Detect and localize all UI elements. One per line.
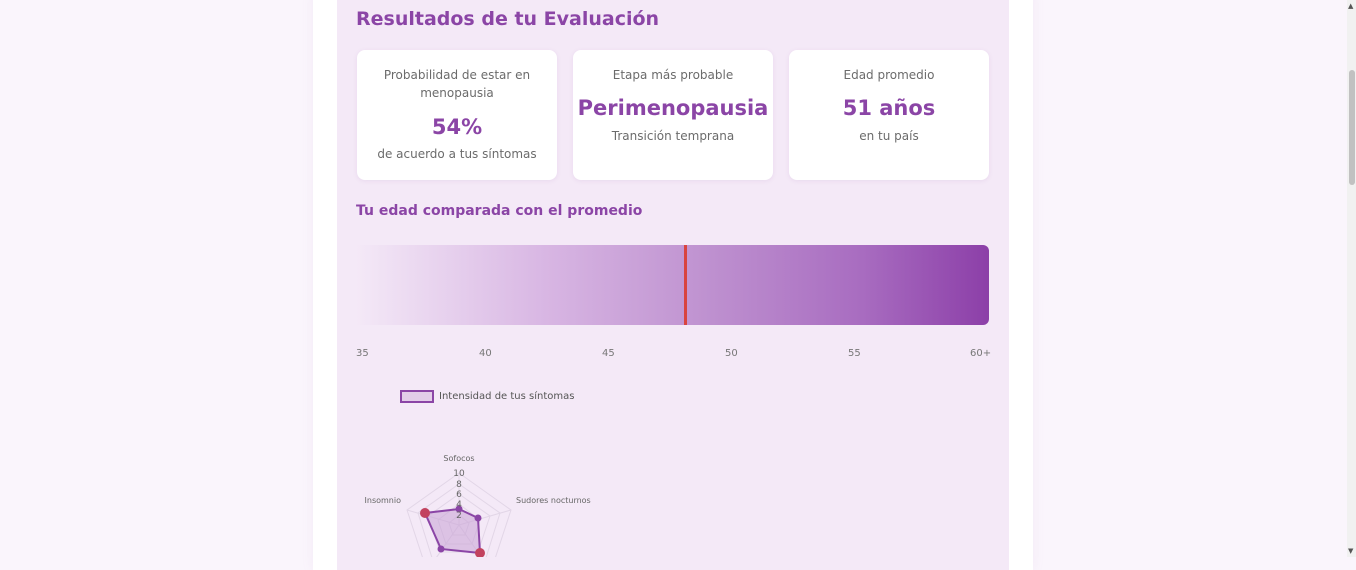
- scale-label-6: 6: [456, 490, 462, 500]
- scale-label-4: 4: [456, 500, 462, 510]
- point-sofocos[interactable]: [455, 505, 463, 513]
- legend-label: Intensidad de tus síntomas: [439, 391, 575, 402]
- scroll-up-arrow-icon[interactable]: ▲: [1348, 2, 1354, 10]
- point-insomnio[interactable]: [420, 508, 430, 518]
- axis-label-insomnio: Insomnio: [365, 496, 402, 505]
- stage-sub: Transición temprana: [611, 129, 735, 143]
- stage-card: Etapa más probable Perimenopausia Transi…: [573, 50, 773, 180]
- age-comparison-bar: [356, 245, 989, 325]
- probability-sub: de acuerdo a tus síntomas: [377, 147, 537, 161]
- age-tick-50: 50: [725, 348, 738, 359]
- scroll-down-arrow-icon[interactable]: ▼: [1348, 547, 1354, 555]
- age-comparison-title: Tu edad comparada con el promedio: [356, 203, 643, 219]
- age-tick-45: 45: [602, 348, 615, 359]
- age-tick-40: 40: [479, 348, 492, 359]
- age-tick-35: 35: [356, 348, 369, 359]
- legend-swatch: [400, 390, 434, 403]
- axis-label-sudores-nocturnos: Sudores nocturnos: [516, 496, 591, 505]
- probability-label: Probabilidad de estar en menopausia: [383, 68, 531, 100]
- scale-label-10: 10: [453, 469, 465, 479]
- user-age-marker: [684, 245, 687, 325]
- axis-label-sofocos: Sofocos: [443, 454, 474, 463]
- average-age-card: Edad promedio 51 años en tu país: [789, 50, 989, 180]
- age-tick-55: 55: [848, 348, 861, 359]
- scrollbar-thumb[interactable]: [1349, 70, 1355, 185]
- average-age-value: 51 años: [842, 96, 936, 120]
- point-fourth-axis[interactable]: [437, 545, 445, 553]
- probability-value: 54%: [431, 115, 483, 139]
- scale-label-8: 8: [456, 480, 462, 490]
- average-age-label: Edad promedio: [843, 68, 935, 82]
- scrollbar-track[interactable]: [1347, 0, 1356, 557]
- stage-label: Etapa más probable: [612, 68, 734, 82]
- results-title: Resultados de tu Evaluación: [356, 8, 660, 30]
- symptoms-intensity-area: [423, 507, 482, 555]
- point-third-axis[interactable]: [475, 548, 485, 557]
- probability-card: Probabilidad de estar en menopausia 54% …: [357, 50, 557, 180]
- stage-value: Perimenopausia: [577, 96, 769, 120]
- age-tick-60-plus: 60+: [970, 348, 992, 359]
- scale-label-2: 2: [456, 511, 462, 521]
- symptoms-radar-chart: Sofocos Sudores nocturnos Insomnio 10 8 …: [365, 454, 591, 557]
- point-sudores-nocturnos[interactable]: [474, 514, 482, 522]
- average-age-sub: en tu país: [859, 129, 919, 143]
- symptoms-legend[interactable]: Intensidad de tus síntomas: [400, 390, 574, 403]
